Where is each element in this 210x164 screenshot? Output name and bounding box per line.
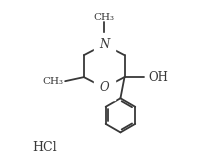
Text: HCl: HCl xyxy=(32,141,56,154)
Text: OH: OH xyxy=(149,71,168,84)
Text: N: N xyxy=(99,38,109,51)
Text: CH₃: CH₃ xyxy=(43,77,64,86)
Text: CH₃: CH₃ xyxy=(94,13,115,22)
Text: O: O xyxy=(99,81,109,94)
